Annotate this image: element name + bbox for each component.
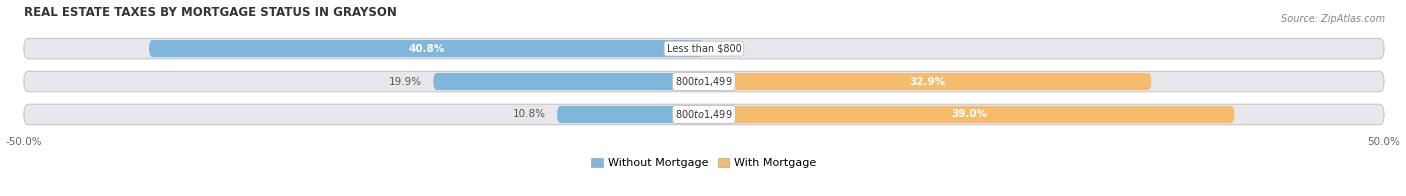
FancyBboxPatch shape [704,106,1234,123]
Text: 0.0%: 0.0% [717,44,744,54]
FancyBboxPatch shape [24,38,1384,59]
FancyBboxPatch shape [24,71,1384,92]
Text: 10.8%: 10.8% [513,110,546,120]
Text: 39.0%: 39.0% [950,110,987,120]
Text: 40.8%: 40.8% [408,44,444,54]
FancyBboxPatch shape [433,73,704,90]
FancyBboxPatch shape [24,104,1384,125]
Text: $800 to $1,499: $800 to $1,499 [675,108,733,121]
Text: 32.9%: 32.9% [910,77,946,87]
Text: $800 to $1,499: $800 to $1,499 [675,75,733,88]
Text: 19.9%: 19.9% [389,77,422,87]
Text: REAL ESTATE TAXES BY MORTGAGE STATUS IN GRAYSON: REAL ESTATE TAXES BY MORTGAGE STATUS IN … [24,5,396,19]
FancyBboxPatch shape [704,73,1152,90]
FancyBboxPatch shape [557,106,704,123]
Text: Source: ZipAtlas.com: Source: ZipAtlas.com [1281,14,1385,24]
Legend: Without Mortgage, With Mortgage: Without Mortgage, With Mortgage [588,154,821,173]
Text: Less than $800: Less than $800 [666,44,741,54]
FancyBboxPatch shape [149,40,704,57]
